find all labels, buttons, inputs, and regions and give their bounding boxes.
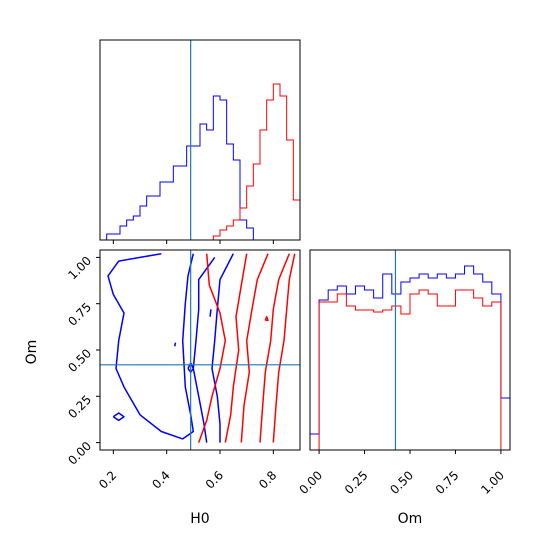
joint-y-tick-label-0: 0.00 [65, 439, 94, 468]
x-axis-label-h0: H0 [190, 511, 209, 527]
om-x-tick-label-3: 0.75 [433, 468, 462, 497]
contour-1-1 [224, 253, 248, 443]
joint-x-tick-label-0: 0.2 [96, 468, 119, 491]
contour-0-2 [211, 253, 234, 443]
contour-0-1 [192, 256, 216, 443]
contour-1-5 [264, 315, 269, 322]
om-histogram-panel: 0.00 0.25 0.50 0.75 1.00 [296, 249, 511, 497]
joint-y-tick-label-3: 0.75 [65, 300, 94, 329]
h0-hist-series-1 [100, 83, 301, 241]
contour-0-0 [107, 252, 195, 440]
contour-1-2 [240, 253, 269, 443]
h0-histogram-frame [99, 39, 301, 241]
contour-1-0 [197, 253, 227, 443]
h0-hist-series-0 [100, 95, 300, 241]
om-hist-series-0 [309, 265, 511, 450]
joint-y-tick-label-2: 0.50 [65, 346, 94, 375]
joint-y-tick-label-4: 1.00 [65, 254, 94, 283]
h0-histogram-panel [99, 39, 301, 244]
contour-0-5 [209, 309, 212, 317]
joint-frame [99, 249, 301, 451]
joint-y-tick-label-1: 0.25 [65, 393, 94, 422]
om-hist-series-1 [310, 289, 510, 451]
y-axis-label-om: Om [24, 340, 40, 365]
joint-x-tick-label-3: 0.8 [256, 468, 279, 491]
contour-1-4 [272, 253, 296, 443]
om-x-tick-label-0: 0.00 [296, 468, 325, 497]
om-x-tick-label-2: 0.50 [387, 468, 416, 497]
joint-x-tick-label-1: 0.4 [149, 468, 172, 491]
contour-0-6 [173, 342, 177, 347]
x-axis-label-om: Om [398, 511, 423, 527]
contour-1-3 [259, 253, 290, 443]
h0-om-contour-panel: 0.2 0.4 0.6 0.8 0.00 0.25 0.50 0.75 1.00 [65, 249, 301, 492]
om-x-tick-label-4: 1.00 [478, 468, 507, 497]
contour-0-3 [112, 412, 125, 422]
joint-x-tick-label-2: 0.6 [203, 468, 226, 491]
om-x-tick-label-1: 0.25 [342, 468, 371, 497]
